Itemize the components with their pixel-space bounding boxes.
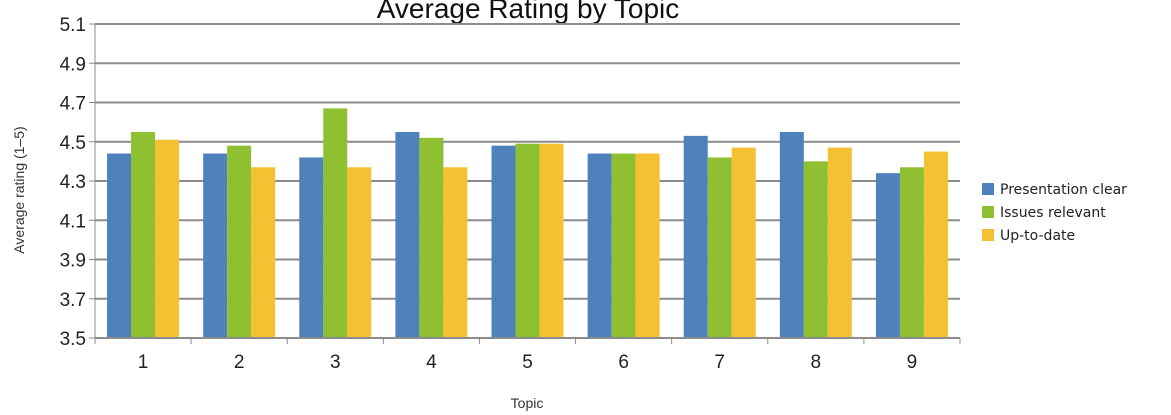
- bar: [923, 151, 948, 338]
- x-tick-label: 9: [907, 352, 918, 373]
- y-tick-label: 3.9: [60, 251, 86, 272]
- legend-swatch: [982, 206, 994, 218]
- x-tick-label: 2: [234, 352, 245, 373]
- bars: [107, 108, 948, 338]
- y-tick-label: 4.3: [60, 172, 86, 193]
- chart-title: Average Rating by Topic: [377, 0, 680, 24]
- y-tick-label: 4.5: [60, 133, 86, 154]
- bar: [347, 167, 372, 338]
- x-tick-label: 4: [426, 352, 437, 373]
- bar: [875, 173, 900, 338]
- y-tick-label: 3.5: [60, 329, 86, 350]
- y-tick-label: 5.1: [60, 15, 86, 36]
- bar: [107, 153, 132, 338]
- bar: [131, 131, 156, 338]
- legend-label: Up-to-date: [1000, 228, 1075, 244]
- y-axis-title: Average rating (1–5): [11, 126, 27, 253]
- y-tick-label: 4.1: [60, 211, 86, 232]
- bar: [539, 143, 564, 338]
- bar: [803, 161, 828, 338]
- bar: [779, 131, 804, 338]
- x-tick-label: 1: [138, 352, 149, 373]
- bar: [203, 153, 228, 338]
- bar: [227, 145, 252, 338]
- x-tick-label: 7: [714, 352, 725, 373]
- legend: Presentation clear Issues relevant Up-to-d…: [982, 182, 1127, 244]
- bar: [707, 157, 732, 338]
- y-tick-label: 4.9: [60, 54, 86, 75]
- bar: [323, 108, 348, 338]
- bar: [587, 153, 612, 338]
- y-tick-labels: 3.5 3.7 3.9 4.1 4.3 4.5 4.7 4.9 5.1: [60, 15, 86, 350]
- legend-label: Issues relevant: [1000, 205, 1106, 221]
- bar: [635, 153, 660, 338]
- bar: [419, 137, 444, 338]
- x-tick-label: 5: [522, 352, 533, 373]
- x-axis-title: Topic: [511, 395, 544, 411]
- y-tick-label: 3.7: [60, 290, 86, 311]
- bar: [899, 167, 924, 338]
- x-tick-labels: 1 2 3 4 5 6 7 8 9: [138, 352, 917, 373]
- bar: [443, 167, 468, 338]
- axes: [94, 24, 961, 344]
- bar: [155, 139, 180, 338]
- bar: [299, 157, 324, 338]
- x-tick-label: 3: [330, 352, 341, 373]
- bar: [731, 147, 756, 338]
- bar: [683, 135, 708, 338]
- bar: [491, 145, 516, 338]
- bar: [251, 167, 276, 338]
- legend-label: Presentation clear: [1000, 182, 1127, 198]
- legend-swatch: [982, 229, 994, 241]
- bar: [395, 131, 420, 338]
- x-tick-label: 6: [618, 352, 629, 373]
- legend-swatch: [982, 183, 994, 195]
- y-tick-label: 4.7: [60, 94, 86, 115]
- bar: [611, 153, 636, 338]
- bar: [515, 143, 540, 338]
- bar: [827, 147, 852, 338]
- x-tick-label: 8: [811, 352, 822, 373]
